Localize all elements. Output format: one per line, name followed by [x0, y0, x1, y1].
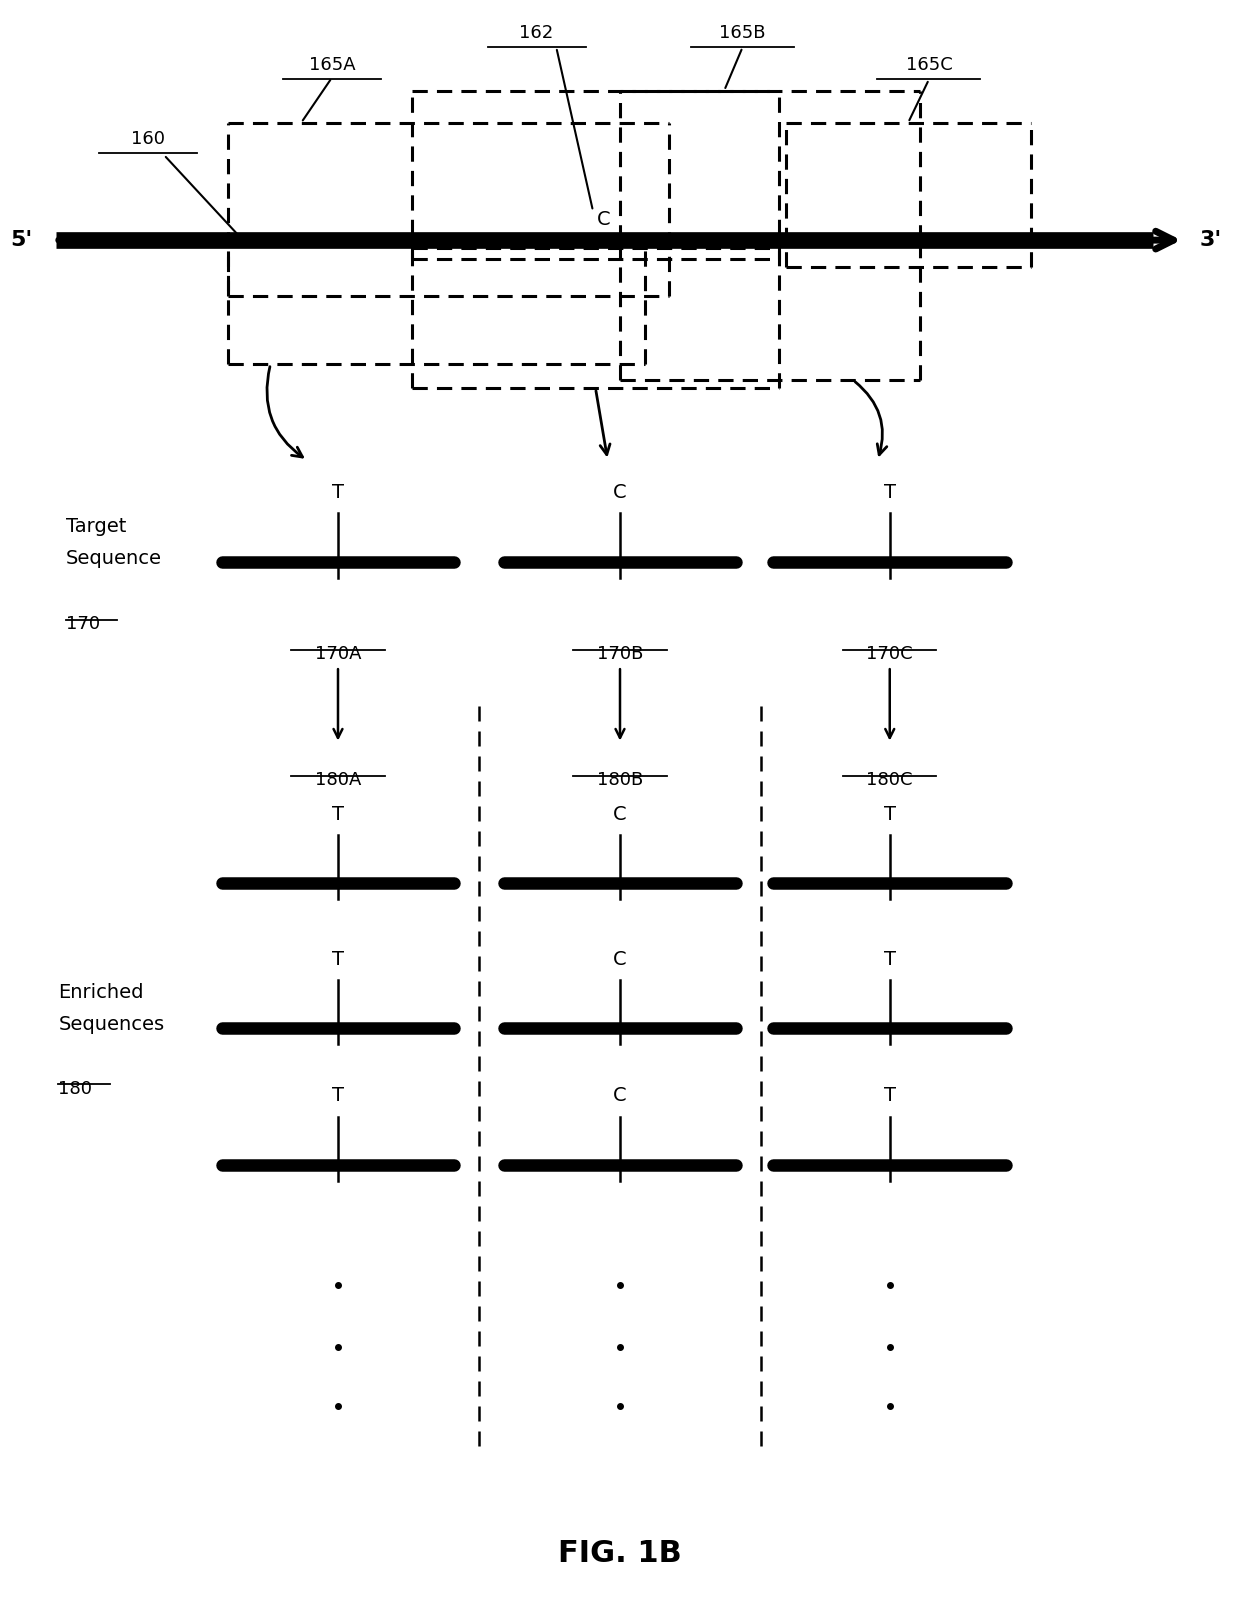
Text: 165A: 165A — [309, 57, 355, 75]
Text: 170A: 170A — [315, 646, 361, 663]
Text: T: T — [884, 805, 895, 824]
Text: T: T — [332, 805, 343, 824]
Text: 162: 162 — [520, 24, 554, 42]
Text: 170B: 170B — [596, 646, 644, 663]
Text: Enriched: Enriched — [58, 983, 144, 1002]
Text: FIG. 1B: FIG. 1B — [558, 1539, 682, 1568]
Text: C: C — [614, 1087, 626, 1105]
Text: Sequence: Sequence — [66, 548, 161, 568]
Text: 3': 3' — [1200, 230, 1223, 250]
Text: 5': 5' — [10, 230, 32, 250]
Text: 180C: 180C — [867, 770, 913, 788]
Text: 180A: 180A — [315, 770, 361, 788]
Text: 165B: 165B — [719, 24, 766, 42]
Text: 170C: 170C — [867, 646, 913, 663]
Text: 180: 180 — [58, 1080, 93, 1098]
Text: Target: Target — [66, 517, 126, 535]
Text: C: C — [614, 483, 626, 503]
Text: 170: 170 — [66, 615, 100, 633]
Text: 160: 160 — [131, 130, 165, 149]
Text: C: C — [614, 949, 626, 968]
Text: T: T — [884, 949, 895, 968]
Text: T: T — [884, 483, 895, 503]
Text: T: T — [332, 483, 343, 503]
Text: T: T — [884, 1087, 895, 1105]
Text: C: C — [614, 805, 626, 824]
Text: 180B: 180B — [596, 770, 644, 788]
Text: Sequences: Sequences — [58, 1015, 165, 1035]
Text: 165C: 165C — [905, 57, 952, 75]
Text: C: C — [598, 209, 611, 229]
Text: T: T — [332, 1087, 343, 1105]
Text: T: T — [332, 949, 343, 968]
